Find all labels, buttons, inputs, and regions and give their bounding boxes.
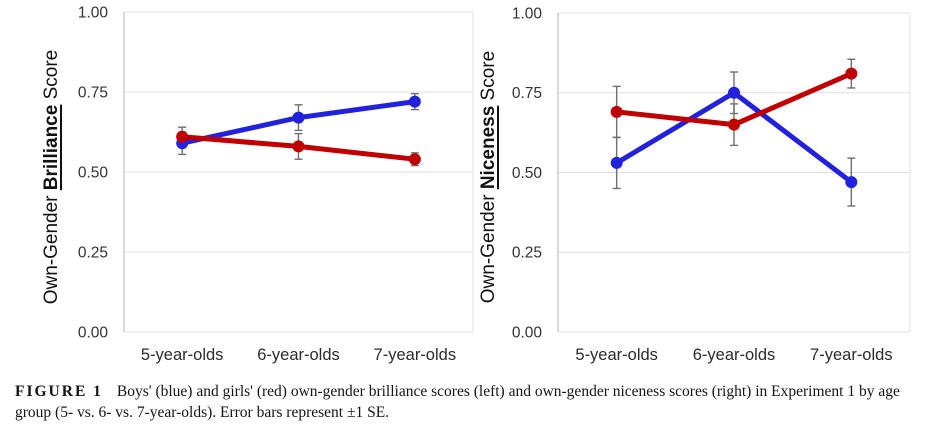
data-point-marker <box>292 140 305 153</box>
y-tick-label: 0.50 <box>512 165 543 182</box>
figure-caption-label: FIGURE 1 <box>15 383 103 400</box>
y-axis-title-suffix: Score <box>41 49 62 105</box>
x-category-label: 7-year-olds <box>810 346 893 364</box>
x-category-label: 7-year-olds <box>374 346 457 364</box>
x-category-label: 6-year-olds <box>257 346 340 364</box>
niceness-line-chart: 0.00 0.25 0.50 0.75 1.00 5-year-olds 6-year-ol… <box>512 5 911 364</box>
figure-caption-text: Boys' (blue) and girls' (red) own-gender… <box>15 383 900 422</box>
data-point-marker <box>176 130 189 143</box>
y-axis-title-emphasis: Brilliance <box>41 104 62 191</box>
y-tick-label: 1.00 <box>78 4 109 21</box>
data-point-marker <box>728 86 740 99</box>
y-axis-title-prefix: Own-Gender <box>41 190 62 305</box>
y-tick-label: 1.00 <box>512 5 543 22</box>
data-point-marker <box>408 95 421 108</box>
figure-caption: FIGURE 1 Boys' (blue) and girls' (red) ow… <box>15 381 933 423</box>
data-point-marker <box>845 176 858 189</box>
brilliance-line-chart: 0.00 0.25 0.50 0.75 1.00 5-year-olds 6-year-ol… <box>78 4 474 364</box>
data-point-marker <box>408 153 421 166</box>
data-point-marker <box>610 156 623 169</box>
data-point-marker <box>728 118 740 131</box>
y-tick-label: 0.25 <box>512 245 542 262</box>
data-point-marker <box>845 67 858 80</box>
data-point-marker <box>292 111 305 124</box>
y-tick-label: 0.50 <box>78 164 109 181</box>
y-tick-label: 0.75 <box>512 85 542 102</box>
x-category-label: 5-year-olds <box>575 346 658 364</box>
y-tick-label: 0.25 <box>78 244 108 261</box>
data-point-marker <box>610 105 623 118</box>
y-tick-label: 0.00 <box>78 324 109 341</box>
y-tick-label: 0.75 <box>78 84 108 101</box>
x-category-label: 5-year-olds <box>141 346 224 364</box>
y-tick-label: 0.00 <box>512 324 543 341</box>
x-category-label: 6-year-olds <box>693 346 776 364</box>
